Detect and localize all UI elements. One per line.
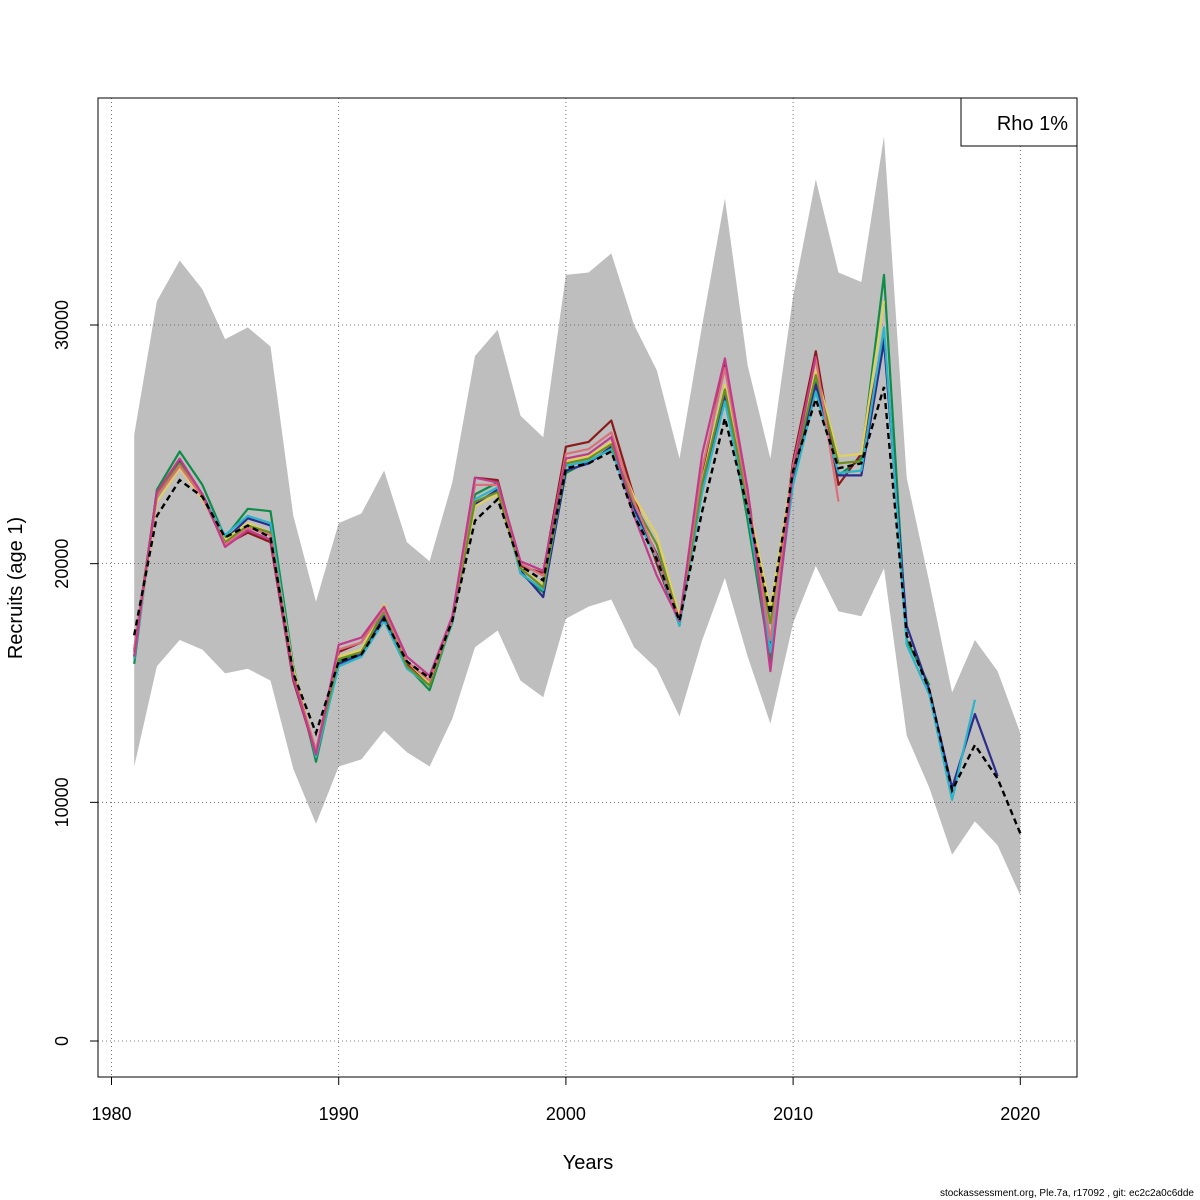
legend-box: Rho 1%	[960, 97, 1078, 147]
confidence-band	[134, 136, 1021, 896]
x-tick-label-2010: 2010	[773, 1104, 813, 1124]
y-tick-label-20000: 20000	[52, 539, 72, 589]
confidence-band-layer	[134, 136, 1021, 896]
plot-frame	[97, 97, 1078, 1078]
legend-text: Rho 1%	[997, 113, 1068, 135]
x-axis-title: Years	[563, 1152, 613, 1174]
y-tick-label-30000: 30000	[52, 300, 72, 350]
axes-layer: 1980 1990 2000 2010 2020 0 10000 20000 30000	[52, 300, 1040, 1124]
x-tick-label-1980: 1980	[91, 1104, 131, 1124]
series-line-8	[133, 355, 817, 756]
y-tick-label-10000: 10000	[52, 777, 72, 827]
series-line-7	[133, 357, 840, 751]
x-tick-label-2020: 2020	[1000, 1104, 1040, 1124]
y-tick-label-0: 0	[52, 1036, 72, 1046]
reference-series-line	[133, 386, 1022, 834]
y-axis-title: Recruits (age 1)	[5, 517, 27, 659]
series-line-6	[133, 374, 862, 754]
x-tick-label-1990: 1990	[319, 1104, 359, 1124]
x-tick-label-2000: 2000	[546, 1104, 586, 1124]
footer-note: stockassessment.org, Ple.7a, r17092 , gi…	[940, 1188, 1194, 1199]
legend-frame	[960, 97, 1078, 147]
reference-series-layer	[133, 386, 1022, 834]
